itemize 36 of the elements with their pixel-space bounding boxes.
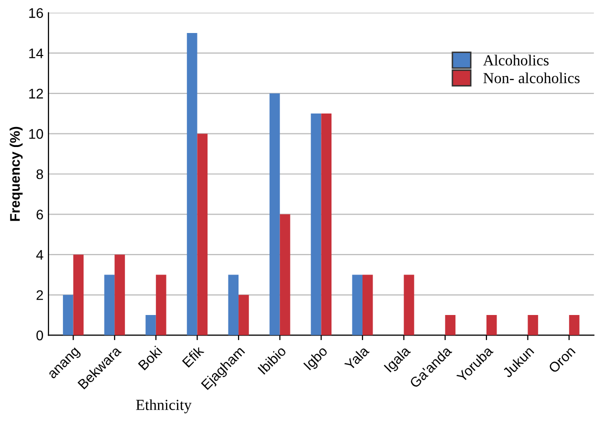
bar: [352, 274, 362, 336]
bar: [321, 114, 332, 336]
y-tick-label: 6: [36, 210, 44, 220]
y-tick-label: 4: [36, 250, 44, 260]
bar: [228, 274, 239, 336]
y-tick-label: 14: [29, 48, 44, 58]
bar: [445, 315, 456, 336]
y-tick-label: 2: [36, 290, 43, 300]
bar: [146, 315, 156, 336]
bar: [486, 315, 497, 336]
bar: [280, 214, 290, 336]
x-tick-label: Igbo: [302, 345, 330, 372]
bar: [238, 294, 249, 336]
bar: [114, 254, 125, 336]
x-tick-label: Yala: [344, 344, 370, 371]
bar: [156, 274, 166, 336]
x-axis-title: Ethnicity: [136, 399, 192, 414]
y-tick-label: 0: [36, 330, 44, 340]
y-tick-label: 8: [36, 169, 44, 180]
legend-label: Alcoholics: [483, 54, 549, 66]
bar: [310, 114, 322, 336]
legend-label: Non- alcoholics: [483, 72, 580, 84]
bar: [569, 315, 580, 336]
bar: [62, 294, 74, 336]
bar: [73, 254, 84, 336]
bar: [404, 274, 414, 336]
y-tick-label: 16: [29, 8, 44, 18]
bar: [528, 315, 538, 336]
y-tick-label: 12: [29, 88, 43, 98]
bar: [186, 32, 198, 336]
y-axis-title: Frequency (%): [10, 126, 23, 221]
y-tick-label: 10: [29, 129, 44, 139]
bar: [270, 93, 280, 336]
bar: [362, 274, 373, 336]
bar: [197, 134, 208, 336]
bar: [104, 274, 115, 336]
